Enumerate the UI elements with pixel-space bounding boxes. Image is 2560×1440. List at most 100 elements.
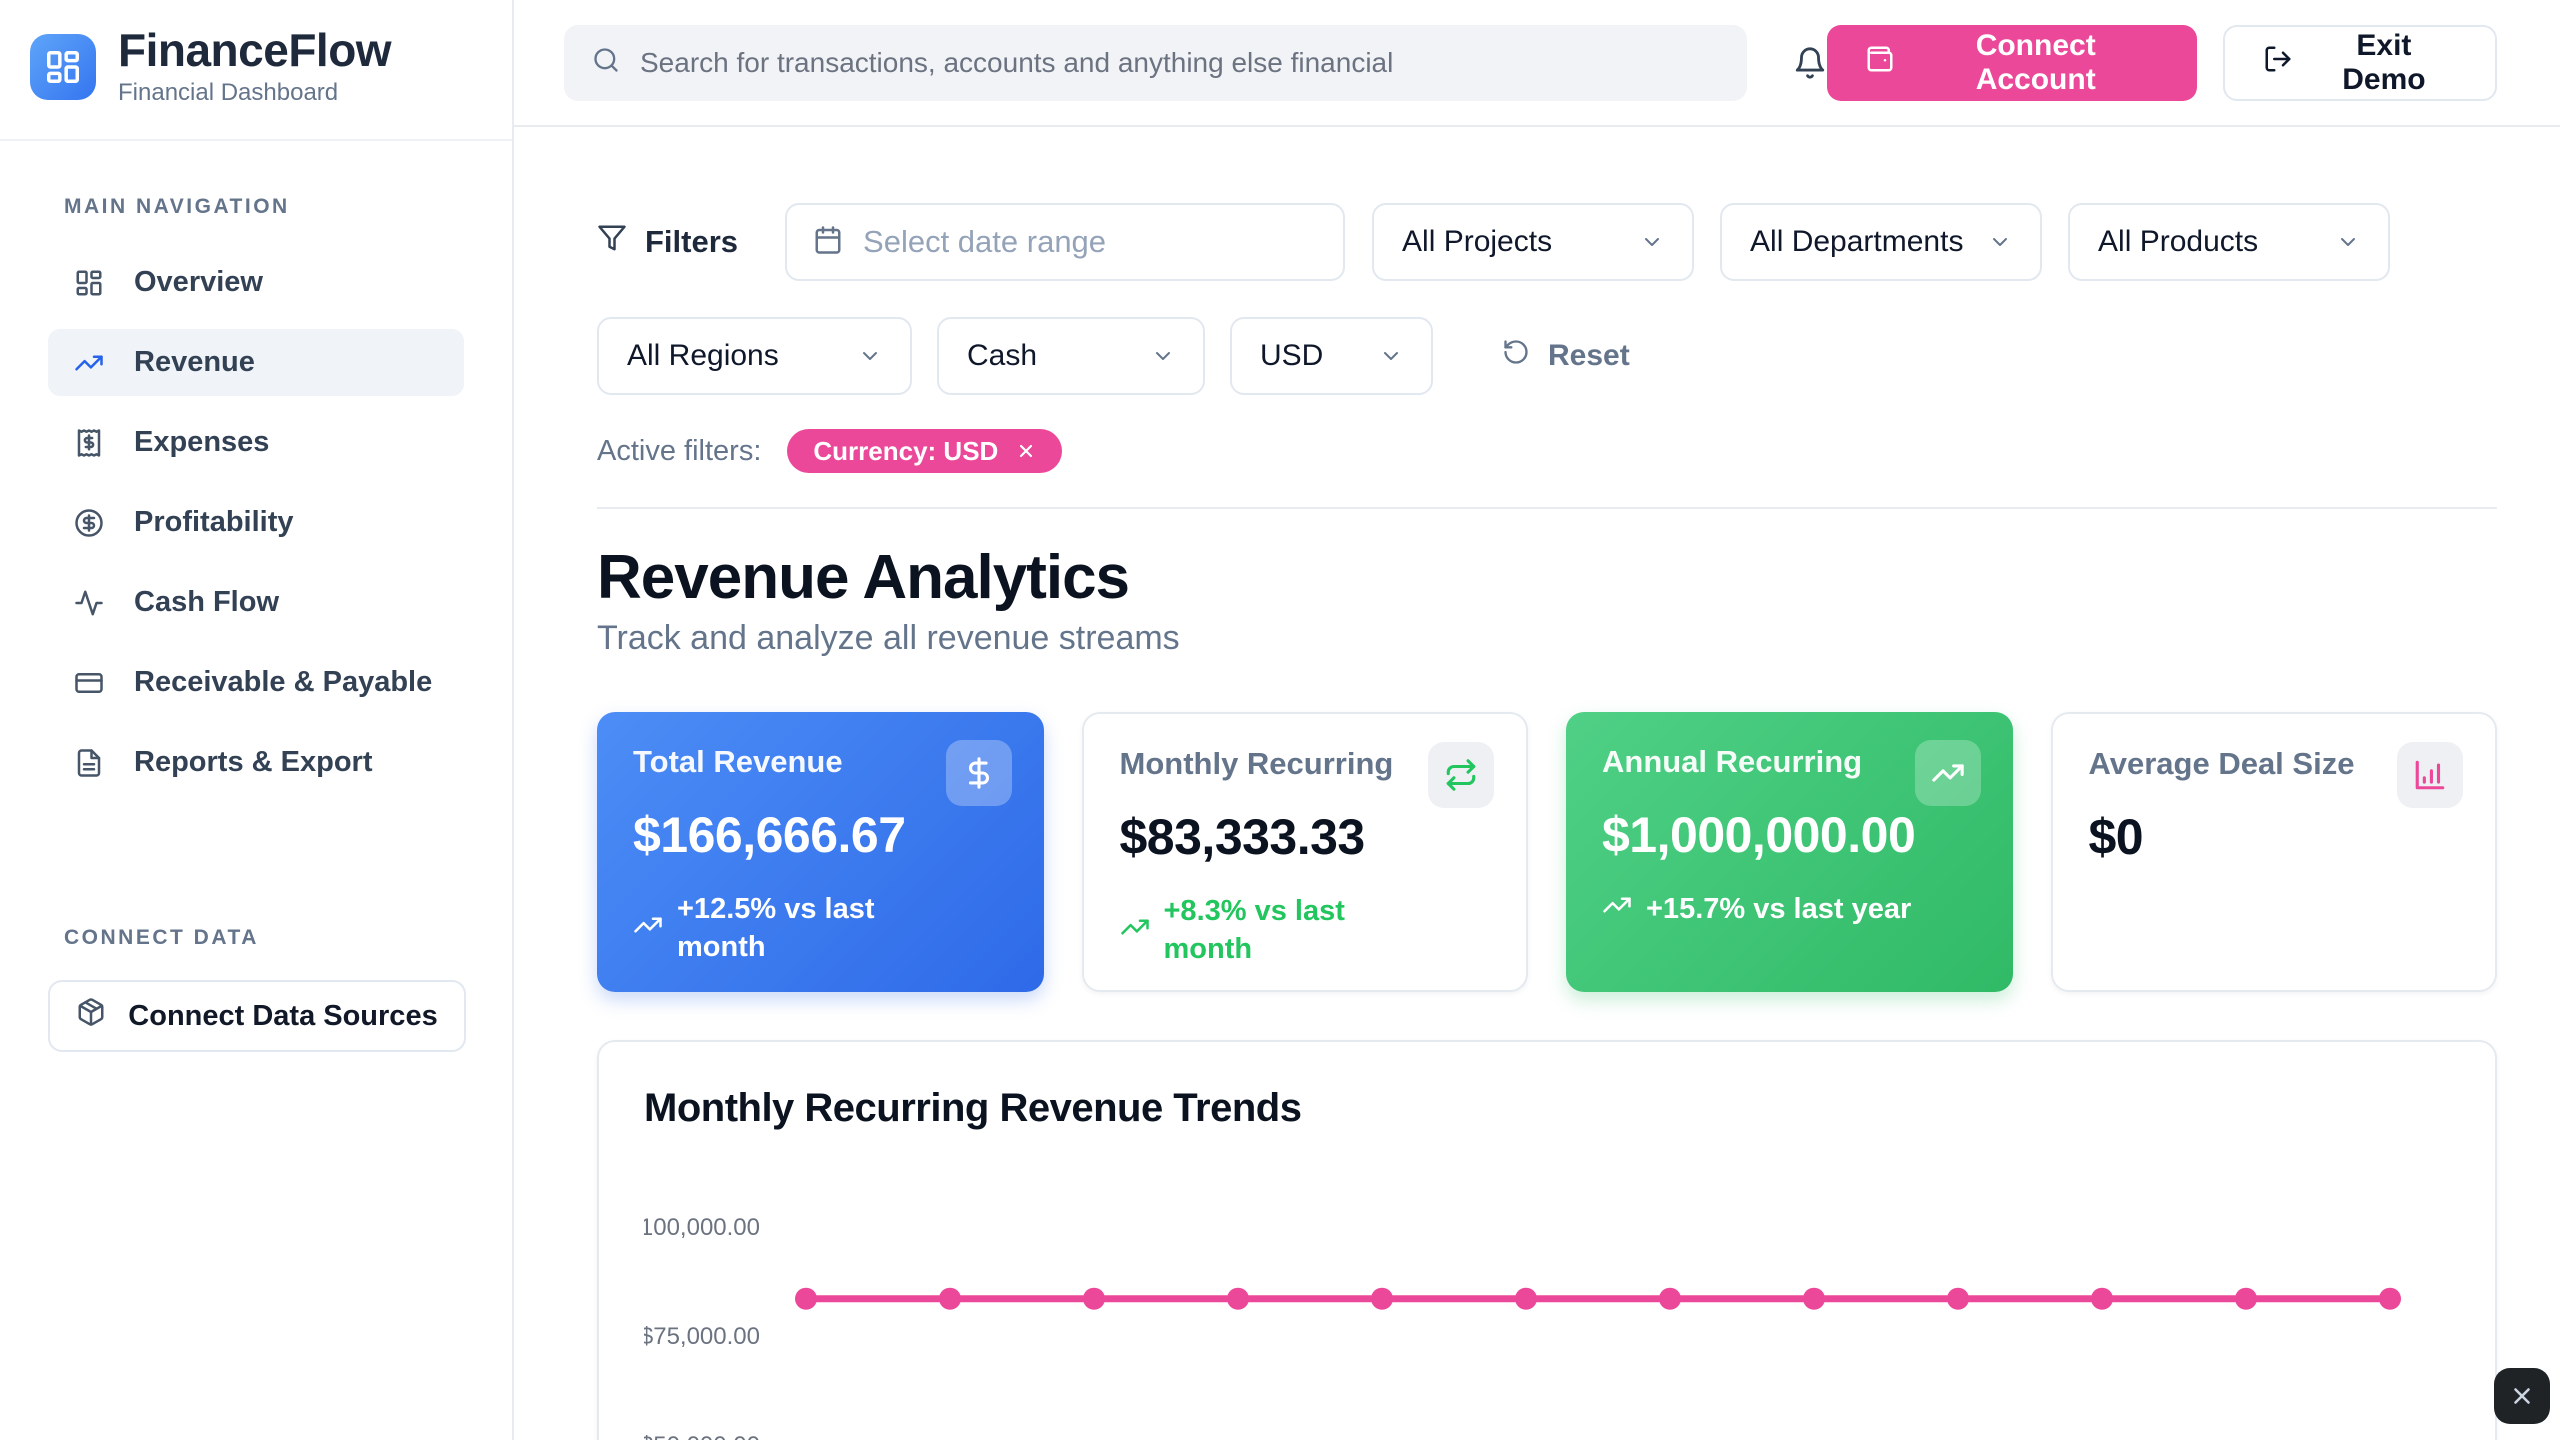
- data-point: [1803, 1287, 1825, 1310]
- stat-label: Total Revenue: [633, 744, 843, 779]
- stat-label: Average Deal Size: [2088, 746, 2355, 781]
- sidebar-item-label: Receivable & Payable: [134, 666, 433, 699]
- stat-icon-badge: [1914, 740, 1981, 806]
- bell-icon: [1795, 47, 1824, 79]
- file-text-icon: [77, 749, 101, 777]
- y-axis-tick-label: $100,000.00: [644, 1214, 760, 1241]
- chevron-down-icon: [2341, 238, 2356, 246]
- main-navigation: Overview Revenue Expenses Profitability Cash…: [0, 249, 512, 796]
- sidebar-item-overview[interactable]: Overview: [48, 249, 464, 316]
- dropdown-value: All Projects: [1402, 225, 1553, 258]
- stat-change: +8.3% vs last month: [1120, 892, 1435, 968]
- log-out-icon: [2265, 46, 2291, 71]
- dropdown-value: USD: [1260, 339, 1324, 372]
- data-point: [1515, 1287, 1537, 1310]
- circle-dollar-icon: [75, 509, 103, 537]
- sidebar-item-cash-flow[interactable]: Cash Flow: [48, 569, 464, 636]
- sidebar-item-label: Expenses: [134, 426, 270, 459]
- data-point: [1371, 1287, 1393, 1310]
- active-filter-chip-currency-usd[interactable]: Currency: USD: [787, 429, 1063, 473]
- dropdown-value: All Products: [2098, 225, 2259, 258]
- active-filters-label: Active filters:: [597, 434, 762, 467]
- connect-data-sources-button[interactable]: Connect Data Sources: [48, 980, 466, 1053]
- connect-account-button[interactable]: Connect Account: [1826, 24, 2197, 101]
- wallet-icon: [1867, 46, 1893, 71]
- accounting-basis-filter-dropdown[interactable]: Cash: [937, 317, 1205, 395]
- stat-value: $83,333.33: [1119, 809, 1366, 865]
- page-subtitle: Track and analyze all revenue streams: [597, 619, 1180, 657]
- data-point: [1947, 1287, 1969, 1310]
- data-point: [1083, 1287, 1105, 1310]
- data-point: [1227, 1287, 1249, 1310]
- notifications-button[interactable]: [1793, 46, 1827, 80]
- y-axis-tick-label: $50,000.00: [644, 1432, 760, 1440]
- sidebar-item-profitability[interactable]: Profitability: [48, 489, 464, 556]
- chevron-down-icon: [1645, 238, 1660, 246]
- products-filter-dropdown[interactable]: All Products: [2068, 203, 2391, 281]
- filters-title: Filters: [645, 224, 739, 259]
- reset-filters-button[interactable]: Reset: [1502, 338, 1630, 374]
- credit-card-icon: [75, 672, 103, 693]
- connect-account-label: Connect Account: [1975, 28, 2096, 96]
- regions-filter-dropdown[interactable]: All Regions: [597, 317, 912, 395]
- date-range-field[interactable]: [785, 203, 1346, 281]
- data-point: [2379, 1287, 2401, 1310]
- dropdown-value: Cash: [967, 339, 1038, 372]
- trending-up-icon: [1931, 764, 1964, 782]
- sidebar-item-receivable-payable[interactable]: Receivable & Payable: [48, 649, 464, 716]
- chart-title: Monthly Recurring Revenue Trends: [644, 1086, 1302, 1130]
- sidebar-item-revenue[interactable]: Revenue: [48, 329, 464, 397]
- trending-up-icon: [75, 355, 103, 371]
- stat-card-monthly-recurring: Monthly Recurring $83,333.33 +8.3% vs last…: [1081, 712, 1528, 992]
- trending-up-icon: [1603, 897, 1631, 913]
- stat-value: $1,000,000.00: [1602, 807, 1916, 863]
- chip-label: Currency: USD: [813, 435, 999, 466]
- chip-close[interactable]: [1016, 441, 1036, 461]
- sidebar-item-expenses[interactable]: Expenses: [48, 409, 464, 476]
- chevron-down-icon: [1993, 238, 2008, 246]
- app-title: FinanceFlow: [118, 24, 392, 76]
- connect-data-heading: CONNECT DATA: [64, 926, 259, 950]
- nav-section-heading: MAIN NAVIGATION: [64, 195, 290, 219]
- stat-label: Annual Recurring: [1602, 744, 1863, 779]
- overlay-close-button[interactable]: [2494, 1368, 2550, 1424]
- departments-filter-dropdown[interactable]: All Departments: [1720, 203, 2043, 281]
- sidebar-item-reports-export[interactable]: Reports & Export: [48, 729, 464, 796]
- trending-up-icon: [634, 917, 662, 933]
- bar-chart-icon: [2415, 760, 2445, 790]
- funnel-icon: [598, 225, 626, 251]
- exit-demo-button[interactable]: Exit Demo: [2222, 24, 2497, 101]
- currency-filter-dropdown[interactable]: USD: [1230, 317, 1433, 395]
- trending-up-icon: [1120, 919, 1149, 935]
- global-search: [564, 24, 1747, 101]
- page-title: Revenue Analytics: [597, 543, 1130, 612]
- dropdown-value: All Regions: [627, 339, 779, 372]
- dropdown-value: All Departments: [1750, 225, 1964, 258]
- brand: FinanceFlow Financial Dashboard: [0, 0, 512, 142]
- stat-card-annual-recurring: Annual Recurring $1,000,000.00 +15.7% vs l…: [1566, 712, 2013, 992]
- package-icon: [78, 998, 104, 1027]
- stat-value: $0: [2088, 809, 2144, 865]
- activity-icon: [75, 590, 103, 616]
- connect-data-sources-label: Connect Data Sources: [128, 999, 438, 1032]
- mrr-trend-chart: $100,000.00 $75,000.00 $50,000.00: [644, 1189, 2450, 1440]
- y-axis-tick-label: $75,000.00: [644, 1323, 760, 1350]
- stat-change: +15.7% vs last year: [1602, 890, 1977, 928]
- repeat-icon: [1446, 759, 1476, 791]
- layout-dashboard-icon: [76, 270, 102, 296]
- stat-label: Monthly Recurring: [1119, 746, 1394, 781]
- page-head: Revenue Analytics Track and analyze all …: [597, 545, 2497, 658]
- reset-label: Reset: [1548, 339, 1630, 372]
- date-range-input[interactable]: [863, 224, 1318, 260]
- stat-card-average-deal-size: Average Deal Size $0: [2050, 712, 2497, 992]
- stat-icon-badge: [945, 740, 1012, 806]
- sidebar-item-label: Overview: [134, 266, 263, 299]
- chevron-down-icon: [1156, 352, 1170, 360]
- stat-icon-badge: [1428, 742, 1494, 808]
- topbar: Connect Account Exit Demo: [514, 0, 2560, 127]
- x-icon: [2514, 1388, 2530, 1404]
- stat-icon-badge: [2397, 742, 2463, 808]
- projects-filter-dropdown[interactable]: All Projects: [1372, 203, 1695, 281]
- search-input[interactable]: [640, 46, 1719, 79]
